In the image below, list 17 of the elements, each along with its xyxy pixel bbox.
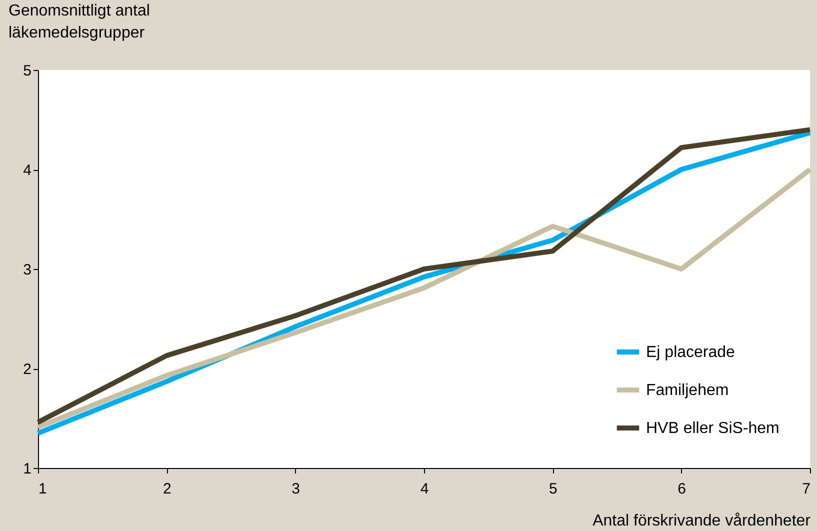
y-axis-title: Genomsnittligt antal läkemedelsgrupper	[8, 2, 150, 42]
x-tick-label: 2	[162, 480, 172, 498]
x-tick-label: 7	[802, 480, 810, 498]
x-tick-label: 6	[678, 480, 686, 498]
y-tick-label: 5	[23, 62, 32, 80]
y-tick-label: 1	[23, 460, 32, 478]
y-tick-label: 4	[23, 162, 32, 179]
x-axis-title: Antal förskrivande vårdenheter	[592, 512, 812, 530]
x-tick-label: 1	[38, 480, 47, 498]
legend-label: HVB eller SiS-hem	[646, 420, 780, 437]
legend-label: Familjehem	[646, 382, 729, 399]
x-tick-label: 4	[420, 480, 429, 498]
y-tick-label: 3	[23, 262, 32, 278]
y-tick-label: 2	[23, 361, 32, 378]
x-tick-label: 3	[292, 480, 300, 498]
legend-label: Ej placerade	[646, 344, 736, 361]
x-tick-label: 5	[548, 480, 558, 498]
